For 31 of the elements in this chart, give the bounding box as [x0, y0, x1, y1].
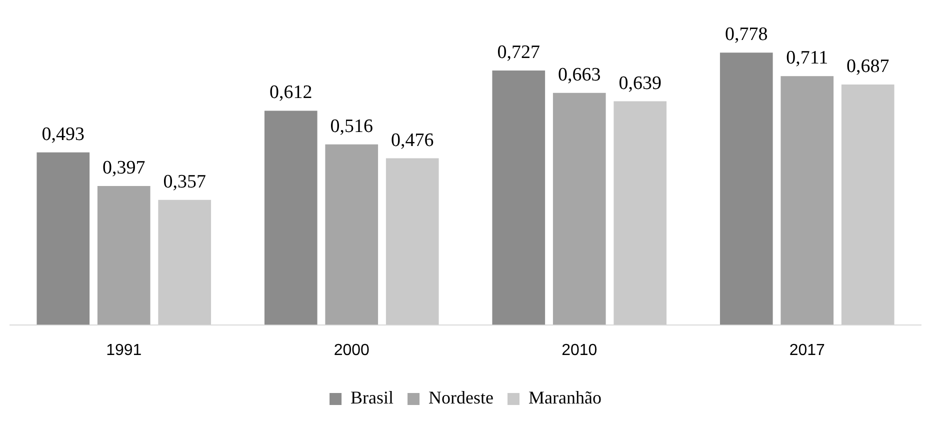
x-tick-label: 2000 — [334, 342, 370, 359]
bar — [325, 144, 378, 325]
bar — [97, 186, 150, 325]
bar — [552, 92, 606, 325]
data-label: 0,663 — [558, 64, 601, 86]
bar — [780, 76, 834, 325]
data-label: 0,687 — [846, 56, 890, 77]
bar — [36, 152, 90, 325]
data-label: 0,612 — [270, 82, 312, 104]
bar — [386, 158, 439, 325]
data-label: 0,357 — [163, 171, 206, 192]
data-label: 0,711 — [786, 48, 828, 69]
legend-label: Maranhão — [528, 388, 602, 408]
x-tick-label: 2017 — [789, 342, 826, 359]
x-tick-label: 2010 — [562, 342, 598, 359]
bar — [841, 84, 894, 325]
data-label: 0,727 — [497, 42, 540, 63]
bar — [264, 110, 318, 325]
bar — [614, 101, 667, 325]
data-label: 0,639 — [618, 72, 662, 94]
legend-label: Nordeste — [428, 388, 494, 408]
bar — [720, 52, 773, 325]
data-label: 0,516 — [330, 116, 373, 137]
x-tick-label: 1991 — [106, 342, 142, 359]
bar — [158, 200, 212, 325]
data-label: 0,778 — [725, 24, 768, 46]
data-label: 0,476 — [390, 130, 434, 151]
bar — [492, 70, 546, 325]
legend-label: Brasil — [350, 388, 394, 408]
data-label: 0,493 — [42, 124, 85, 145]
data-label: 0,397 — [102, 157, 146, 178]
